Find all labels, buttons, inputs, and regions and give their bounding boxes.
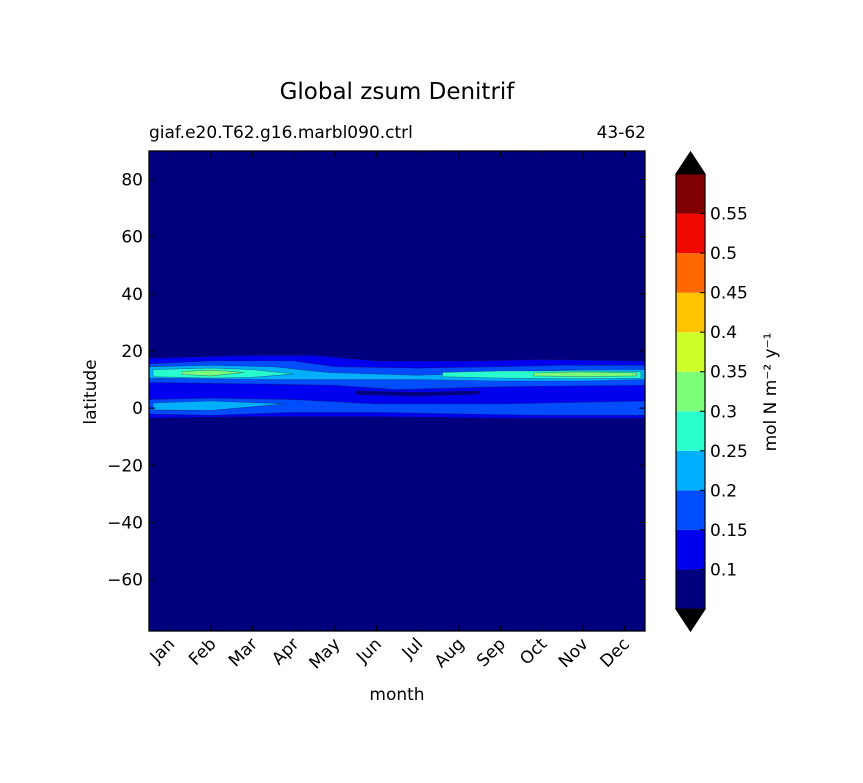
colorbar-extend-max: [675, 151, 706, 175]
colorbar-tick-label: 0.5: [710, 244, 737, 264]
x-tick-label: Jul: [398, 634, 427, 663]
y-tick-label: 0: [132, 399, 143, 419]
colorbar-segment: [676, 174, 705, 214]
colorbar-label: mol N m⁻² y⁻¹: [761, 333, 781, 452]
colorbar-tick-label: 0.35: [710, 363, 748, 383]
x-tick-label: Oct: [516, 634, 551, 669]
x-tick-label: Dec: [596, 634, 633, 671]
chart-title: Global zsum Denitrif: [280, 79, 516, 105]
colorbar-segment: [676, 450, 705, 491]
y-axis-label: latitude: [81, 359, 101, 424]
contour-band: [533, 371, 638, 378]
colorbar-tick-label: 0.15: [710, 521, 748, 541]
x-tick-label: Mar: [225, 634, 262, 671]
contour-band: [181, 369, 245, 377]
x-tick-label: Feb: [185, 634, 220, 669]
colorbar-segment: [676, 292, 705, 333]
colorbar-tick-label: 0.55: [710, 205, 748, 225]
colorbar-segment: [676, 569, 705, 609]
colorbar-tick-label: 0.25: [710, 442, 748, 462]
colorbar-outline: [675, 150, 706, 633]
y-axis: −60 −40 −20 0 20 40 60 80: [107, 171, 645, 591]
contour-band: [152, 400, 286, 411]
y-tick-label: −60: [107, 571, 143, 591]
x-tick-label: Nov: [555, 634, 593, 672]
y-tick-label: 60: [121, 228, 143, 248]
colorbar-tick-label: 0.4: [710, 323, 737, 343]
chart-subtitle-left: giaf.e20.T62.g16.marbl090.ctrl: [149, 123, 413, 143]
x-tick-label: Jun: [352, 634, 386, 668]
x-tick-label: May: [306, 634, 345, 673]
x-tick-label: Aug: [431, 634, 469, 672]
contour-band: [355, 390, 481, 397]
colorbar-segment: [676, 332, 705, 372]
y-tick-label: 80: [121, 171, 143, 191]
chart-subtitle-right: 43-62: [597, 123, 646, 143]
y-tick-label: 20: [121, 342, 143, 362]
colorbar-segment: [676, 411, 705, 451]
y-tick-label: −40: [107, 513, 143, 533]
x-axis-label: month: [369, 685, 424, 705]
x-tick-label: Jan: [146, 634, 179, 667]
colorbar-tick-label: 0.3: [710, 402, 737, 422]
x-tick-label: Sep: [473, 634, 510, 671]
x-tick-label: Apr: [268, 634, 303, 669]
plot-area: [148, 150, 646, 632]
colorbar-tick-label: 0.45: [710, 284, 748, 304]
colorbar-tick-label: 0.1: [710, 560, 737, 580]
contour-band: [149, 397, 645, 416]
colorbar: 0.1 0.15 0.2 0.25 0.3 0.35 0.4 0.45 0.5 0.55: [675, 150, 748, 633]
colorbar-segment: [676, 213, 705, 254]
contour-fills: [149, 354, 645, 419]
plot-frame: [148, 150, 646, 632]
colorbar-segment: [676, 253, 705, 293]
y-tick-label: 40: [121, 285, 143, 305]
colorbar-segment: [676, 490, 705, 530]
colorbar-tick-label: 0.2: [710, 481, 737, 501]
y-tick-label: −20: [107, 456, 143, 476]
colorbar-segment: [676, 529, 705, 570]
colorbar-extend-min: [675, 608, 706, 632]
colorbar-segment: [676, 371, 705, 412]
